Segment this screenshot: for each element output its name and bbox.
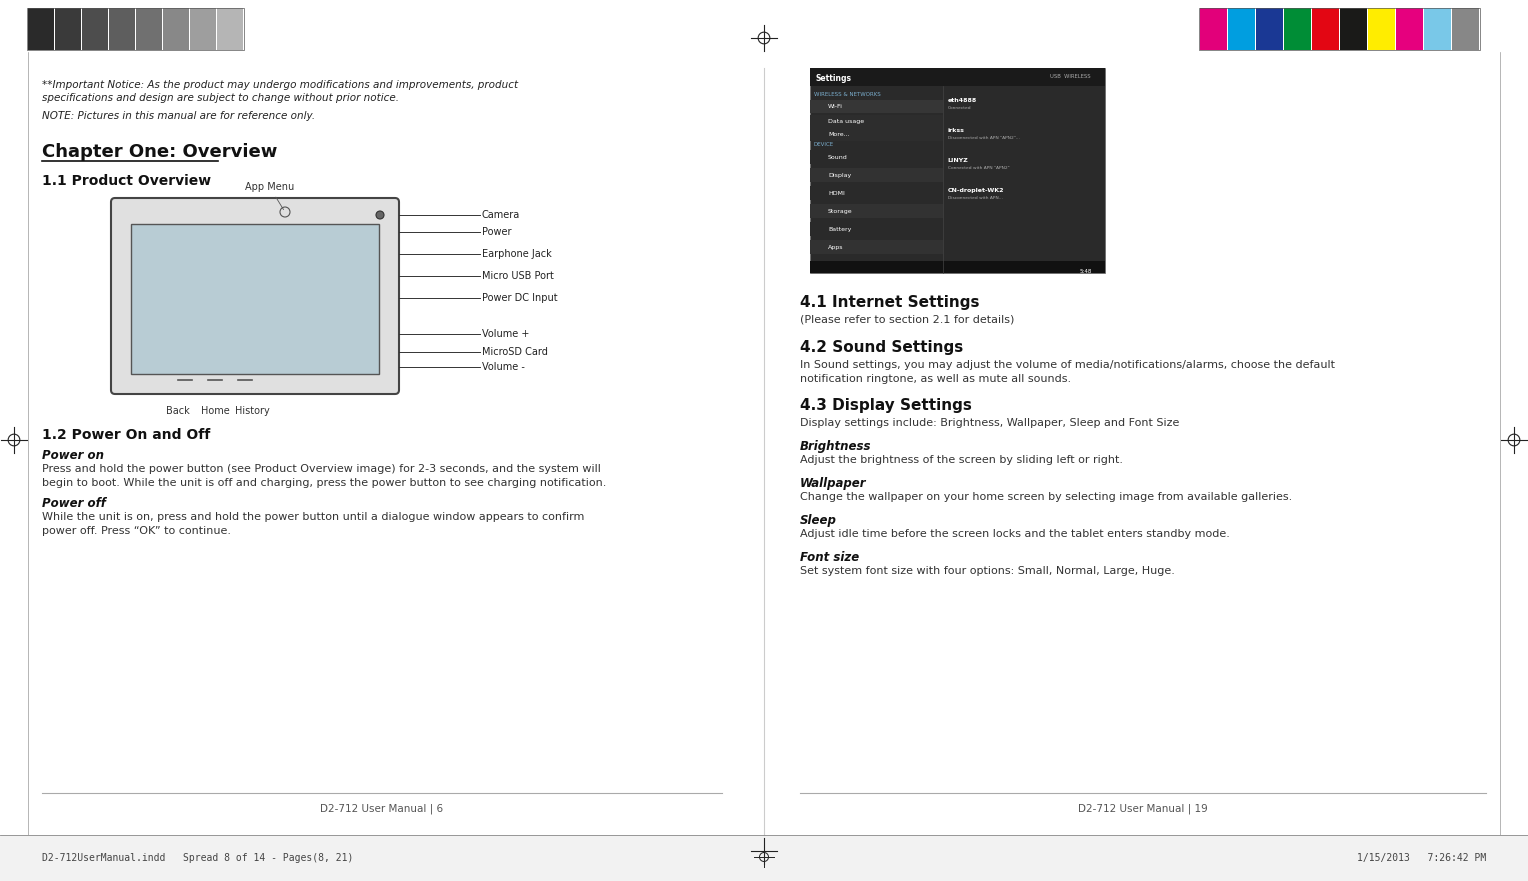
Bar [1229,8,1254,50]
Text: Settings: Settings [816,74,853,83]
Text: D2-712 User Manual | 19: D2-712 User Manual | 19 [1079,804,1207,815]
Text: NOTE: Pictures in this manual are for reference only.: NOTE: Pictures in this manual are for re… [41,111,315,121]
Text: irkss: irkss [947,128,964,133]
Bar [810,68,1105,273]
Bar [810,168,943,182]
Text: (Please refer to section 2.1 for details): (Please refer to section 2.1 for details… [801,315,1015,325]
Text: Power: Power [481,227,512,237]
Text: Power DC Input: Power DC Input [481,293,558,303]
Text: CN-droplet-WK2: CN-droplet-WK2 [947,188,1004,193]
Bar [136,8,162,50]
Bar [1284,8,1311,50]
Text: D2-712UserManual.indd   Spread 8 of 14 - Pages(8, 21): D2-712UserManual.indd Spread 8 of 14 - P… [41,853,353,863]
Text: 4.2 Sound Settings: 4.2 Sound Settings [801,340,963,355]
Text: App Menu: App Menu [244,182,295,210]
Text: USB  WIRELESS: USB WIRELESS [1050,74,1091,79]
Text: Chapter One: Overview: Chapter One: Overview [41,143,278,161]
Text: Sleep: Sleep [801,514,837,527]
Text: Set system font size with four options: Small, Normal, Large, Huge.: Set system font size with four options: … [801,566,1175,576]
Text: Display settings include: Brightness, Wallpaper, Sleep and Font Size: Display settings include: Brightness, Wa… [801,418,1180,428]
Text: Home: Home [200,406,229,416]
Text: Disconnected with APN...: Disconnected with APN... [947,196,1002,200]
Bar [810,261,1105,273]
Bar [131,224,379,374]
Bar [55,8,81,50]
Bar [1256,8,1284,50]
Bar [28,8,53,50]
Text: More...: More... [828,132,850,137]
Text: Earphone Jack: Earphone Jack [481,249,552,259]
Text: 1/15/2013   7:26:42 PM: 1/15/2013 7:26:42 PM [1357,853,1487,863]
Bar [189,8,215,50]
Bar [810,204,943,218]
Bar [810,186,943,200]
Bar [0,835,1528,881]
Text: 4.3 Display Settings: 4.3 Display Settings [801,398,972,413]
Text: Volume -: Volume - [481,362,526,372]
Text: D2-712 User Manual | 6: D2-712 User Manual | 6 [321,804,443,815]
Text: Wallpaper: Wallpaper [801,477,866,490]
Text: Power off: Power off [41,497,105,510]
Text: History: History [235,406,269,416]
Text: eth4888: eth4888 [947,98,976,103]
Text: In Sound settings, you may adjust the volume of media/notifications/alarms, choo: In Sound settings, you may adjust the vo… [801,360,1335,384]
Bar [108,8,134,50]
Bar [1397,8,1423,50]
Text: DEVICE: DEVICE [814,142,834,147]
Bar [217,8,243,50]
Text: Connected with APN "APN2": Connected with APN "APN2" [947,166,1010,170]
Bar [810,115,943,128]
Text: 4.1 Internet Settings: 4.1 Internet Settings [801,295,979,310]
Bar [1199,8,1227,50]
Text: Back: Back [167,406,189,416]
FancyBboxPatch shape [112,198,399,394]
Text: MicroSD Card: MicroSD Card [481,347,549,357]
Text: Brightness: Brightness [801,440,871,453]
Text: Battery: Battery [828,227,851,232]
Bar [810,222,943,236]
Text: Wi-Fi: Wi-Fi [828,104,843,109]
Bar [1199,8,1481,50]
Text: Storage: Storage [828,209,853,214]
Text: 5:48: 5:48 [1080,269,1093,274]
Text: 1.2 Power On and Off: 1.2 Power On and Off [41,428,211,442]
Text: Display: Display [828,173,851,178]
Text: 1.1 Product Overview: 1.1 Product Overview [41,174,211,188]
Text: Disconnected with APN "APN2"...: Disconnected with APN "APN2"... [947,136,1019,140]
Text: Press and hold the power button (see Product Overview image) for 2-3 seconds, an: Press and hold the power button (see Pro… [41,464,607,488]
Bar [810,128,943,141]
Circle shape [376,211,384,219]
Text: Data usage: Data usage [828,119,865,124]
Text: Power on: Power on [41,449,104,462]
Bar [810,150,943,164]
Text: **Important Notice: As the product may undergo modifications and improvements, p: **Important Notice: As the product may u… [41,80,518,90]
Text: Micro USB Port: Micro USB Port [481,271,553,281]
Bar [1452,8,1479,50]
Text: Adjust idle time before the screen locks and the tablet enters standby mode.: Adjust idle time before the screen locks… [801,529,1230,539]
Bar [1424,8,1452,50]
Bar [810,240,943,254]
Text: Apps: Apps [828,245,843,250]
Text: specifications and design are subject to change without prior notice.: specifications and design are subject to… [41,93,399,103]
Text: Font size: Font size [801,551,859,564]
Text: HDMI: HDMI [828,191,845,196]
Text: Camera: Camera [481,210,520,220]
Bar [163,8,189,50]
Bar [83,8,108,50]
Bar [28,8,244,50]
Text: Sound: Sound [828,155,848,160]
Bar [1340,8,1368,50]
Text: While the unit is on, press and hold the power button until a dialogue window ap: While the unit is on, press and hold the… [41,512,584,537]
Bar [1368,8,1395,50]
Text: Connected: Connected [947,106,972,110]
Bar [810,68,1105,86]
Text: LINYZ: LINYZ [947,158,969,163]
Text: Adjust the brightness of the screen by sliding left or right.: Adjust the brightness of the screen by s… [801,455,1123,465]
Text: Volume +: Volume + [481,329,529,339]
Text: Change the wallpaper on your home screen by selecting image from available galle: Change the wallpaper on your home screen… [801,492,1293,502]
Bar [1313,8,1339,50]
Text: WIRELESS & NETWORKS: WIRELESS & NETWORKS [814,92,880,97]
Bar [810,100,943,113]
